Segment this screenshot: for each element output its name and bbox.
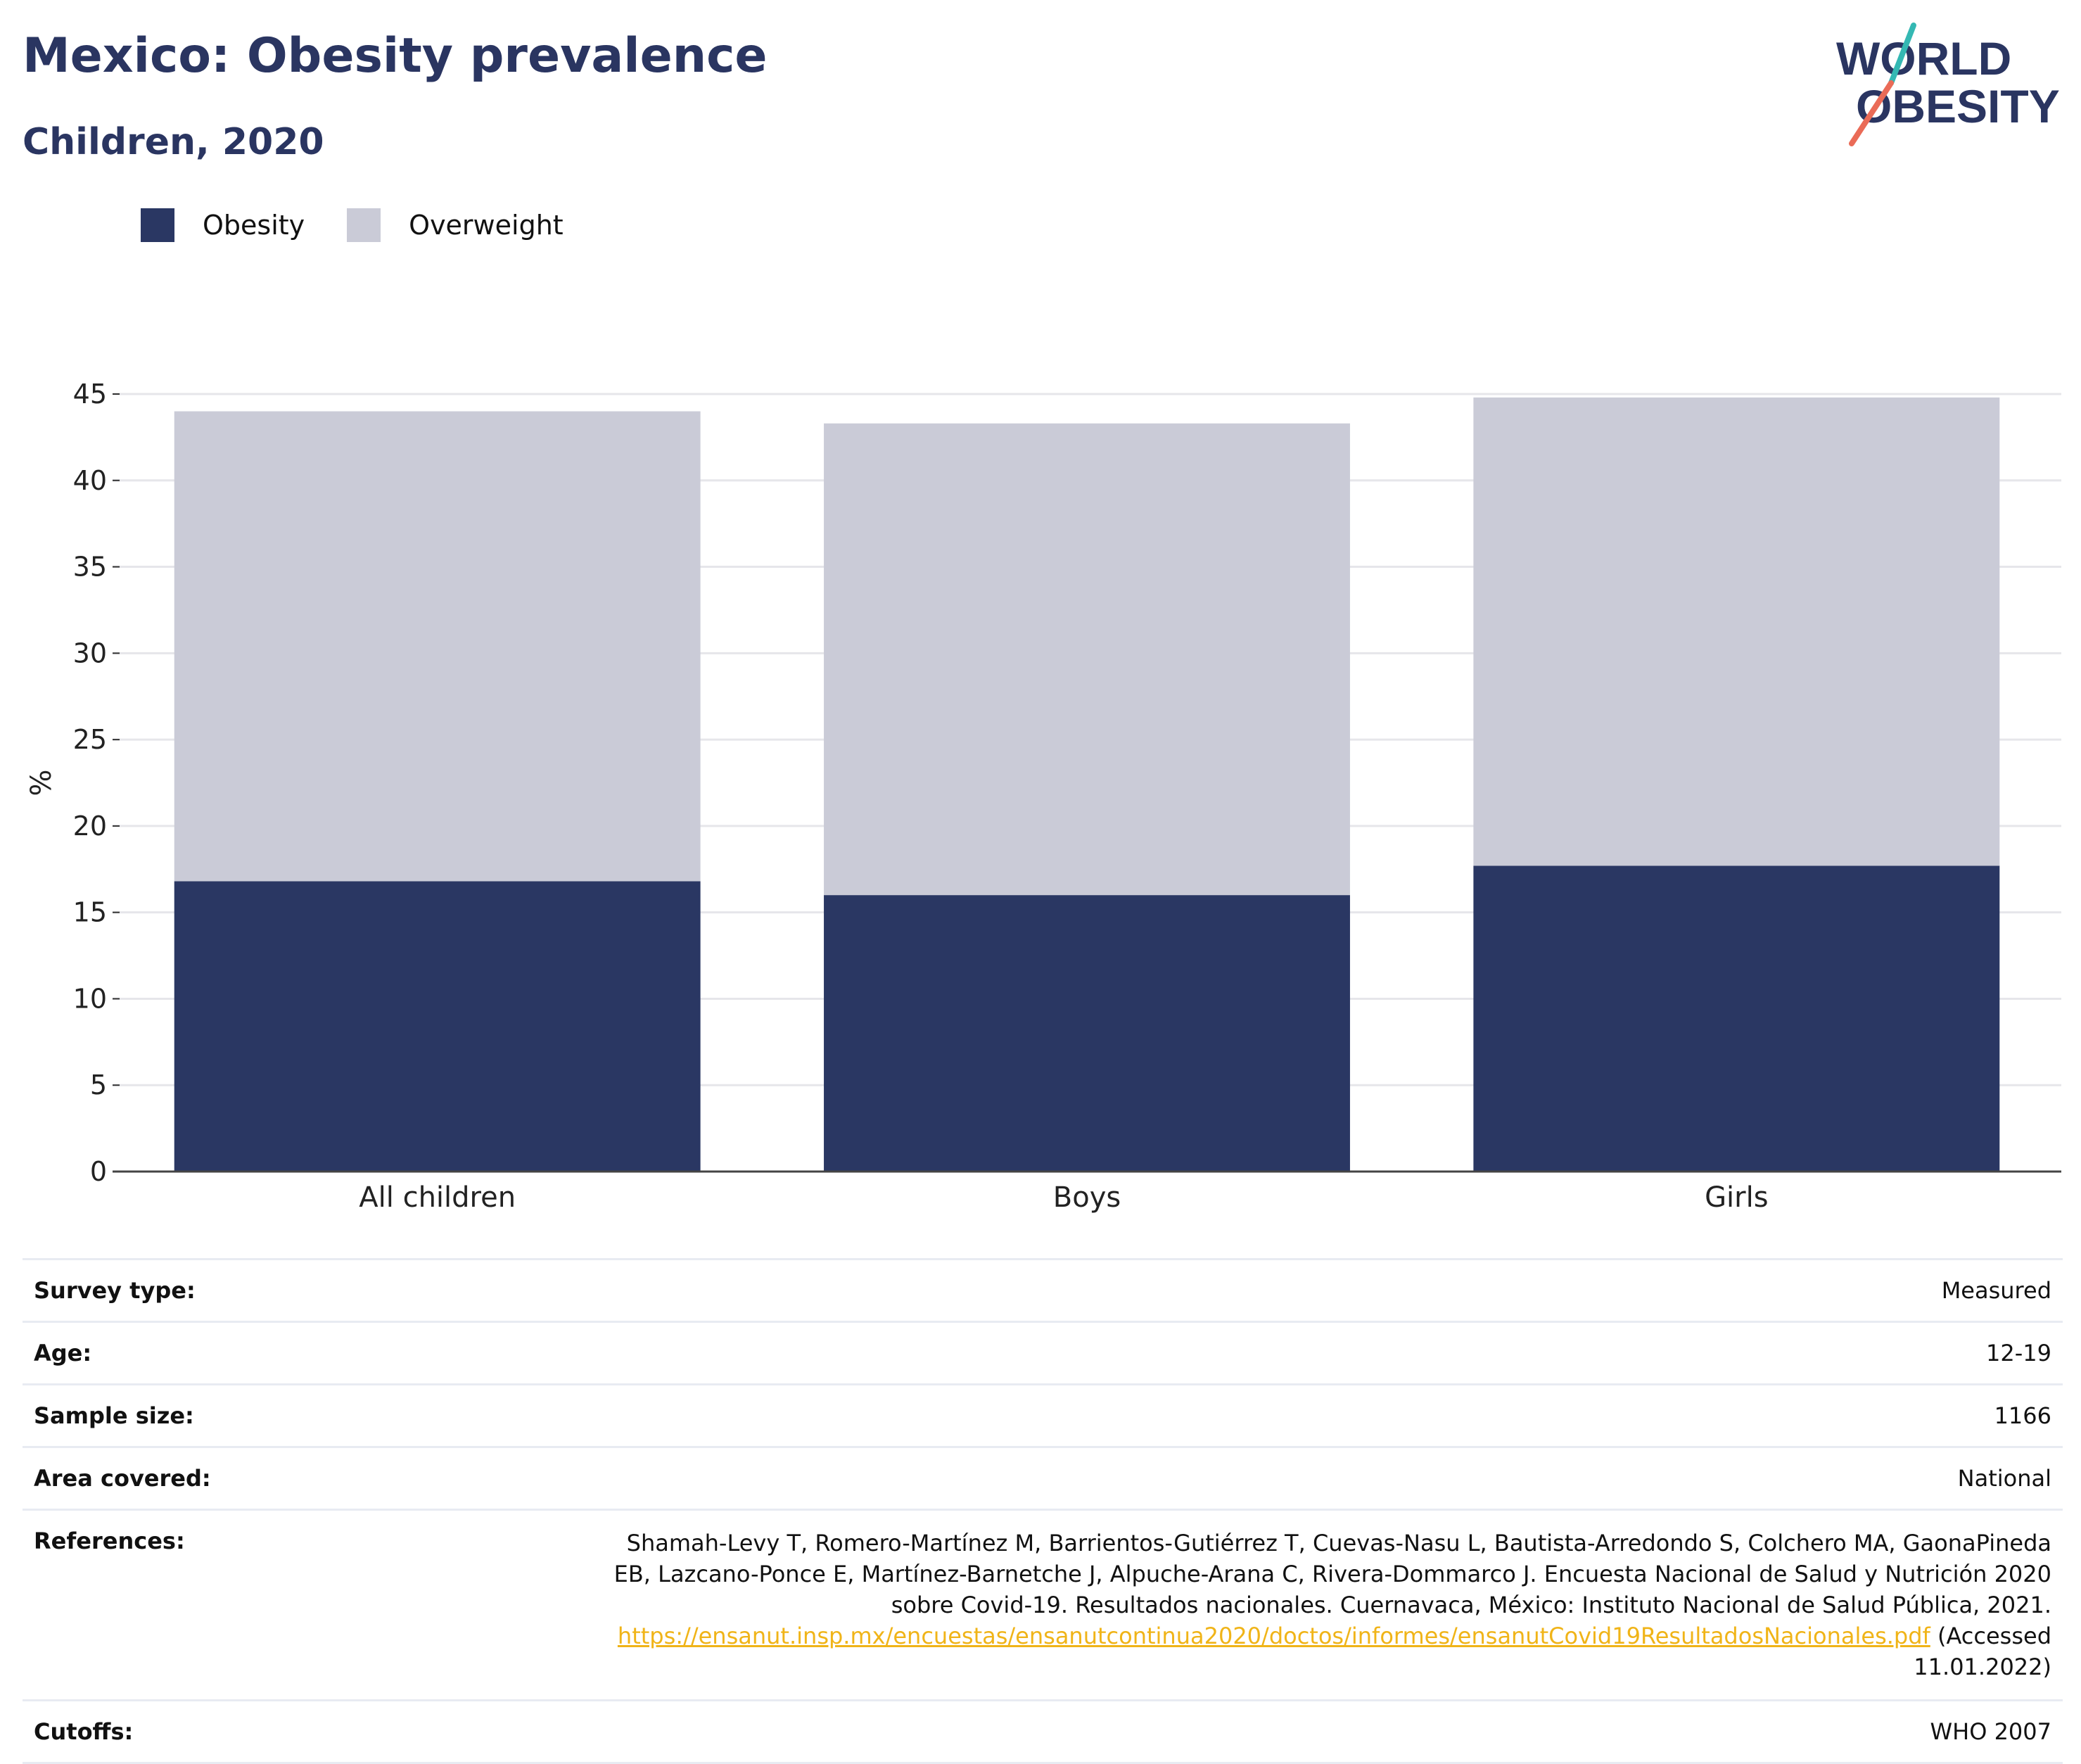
y-tick-label: 40: [73, 465, 107, 496]
y-tick-label: 20: [73, 811, 107, 842]
y-axis-title: %: [25, 769, 58, 796]
y-tick-label: 15: [73, 897, 107, 928]
sample-size-label: Sample size:: [34, 1402, 194, 1429]
bar-obesity-girls: [1473, 865, 2000, 1172]
y-tick-label: 5: [90, 1070, 107, 1100]
bar-overweight-all-children: [174, 411, 701, 882]
references-accessed: (Accessed 11.01.2022): [1914, 1623, 2051, 1680]
info-row-references: References: Shamah-Levy T, Romero-Martín…: [23, 1509, 2063, 1699]
y-tick-label: 25: [73, 724, 107, 755]
chart-title: Mexico: Obesity prevalence: [23, 28, 768, 84]
area-value: National: [1957, 1465, 2051, 1492]
bar-obesity-boys: [824, 895, 1350, 1172]
chart-legend: Obesity Overweight: [141, 208, 606, 242]
legend-item-obesity: Obesity: [141, 208, 305, 242]
legend-label-obesity: Obesity: [203, 210, 305, 241]
references-link[interactable]: https://ensanut.insp.mx/encuestas/ensanu…: [617, 1623, 1930, 1649]
bar-obesity-all-children: [174, 881, 701, 1172]
bar-overweight-boys: [824, 423, 1350, 896]
info-row-sample-size: Sample size: 1166: [23, 1383, 2063, 1446]
y-tick-label: 10: [73, 983, 107, 1014]
info-row-age: Age: 12-19: [23, 1321, 2063, 1383]
age-label: Age:: [34, 1340, 92, 1366]
y-tick-label: 0: [90, 1156, 107, 1187]
world-obesity-logo: WORLD OBESITY: [1836, 23, 2060, 146]
info-row-area: Area covered: National: [23, 1446, 2063, 1509]
stacked-bar-chart: 0 5 10 15 20 25 30 35 40 45% All children Boys Girls: [25, 379, 2061, 1214]
x-tick-label: All children: [359, 1181, 516, 1214]
legend-swatch-obesity: [141, 208, 174, 242]
x-tick-label: Girls: [1705, 1181, 1769, 1214]
references-text: Shamah-Levy T, Romero-Martínez M, Barrie…: [613, 1530, 2051, 1618]
chart-subtitle: Children, 2020: [23, 121, 324, 163]
cutoffs-value: WHO 2007: [1930, 1718, 2052, 1745]
age-value: 12-19: [1986, 1340, 2051, 1366]
survey-info-table: Survey type: Measured Age: 12-19 Sample …: [23, 1258, 2063, 1764]
y-tick-label: 45: [73, 379, 107, 410]
cutoffs-label: Cutoffs:: [34, 1718, 134, 1745]
sample-size-value: 1166: [1994, 1402, 2051, 1429]
x-tick-label: Boys: [1053, 1181, 1121, 1214]
references-label: References:: [34, 1528, 185, 1554]
references-value: Shamah-Levy T, Romero-Martínez M, Barrie…: [609, 1528, 2051, 1682]
y-tick-label: 35: [73, 552, 107, 583]
logo-line1: WORLD: [1836, 32, 2011, 84]
legend-swatch-overweight: [347, 208, 381, 242]
survey-type-value: Measured: [1941, 1277, 2051, 1304]
y-tick-label: 30: [73, 637, 107, 668]
info-row-cutoffs: Cutoffs: WHO 2007: [23, 1699, 2063, 1764]
legend-label-overweight: Overweight: [409, 210, 564, 241]
legend-item-overweight: Overweight: [347, 208, 564, 242]
area-label: Area covered:: [34, 1465, 211, 1492]
bar-overweight-girls: [1473, 397, 2000, 866]
survey-type-label: Survey type:: [34, 1277, 196, 1304]
info-row-survey-type: Survey type: Measured: [23, 1258, 2063, 1321]
